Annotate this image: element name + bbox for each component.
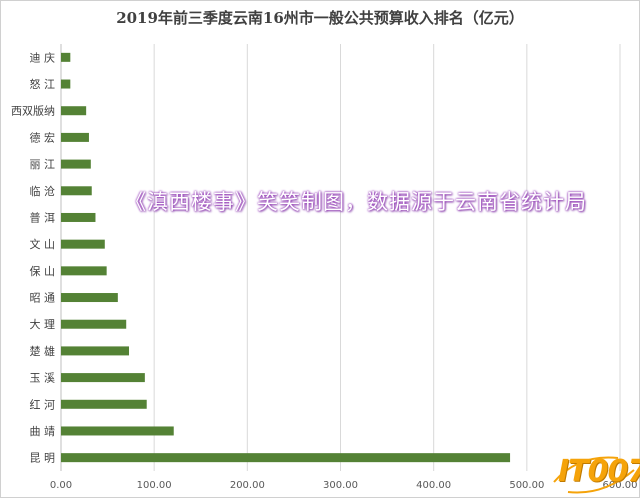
bar <box>61 293 118 303</box>
category-label: 普 洱 <box>30 210 56 224</box>
logo-text: IT007 <box>558 454 640 489</box>
bar <box>61 186 92 196</box>
category-label: 大 理 <box>30 317 56 331</box>
category-label: 丽 江 <box>30 158 56 171</box>
x-tick-labels: 0.00 100.00 200.00 300.00 400.00 500.00 600.00 <box>50 480 638 491</box>
bar <box>61 346 130 356</box>
category-label: 西双版纳 <box>11 104 55 118</box>
bar <box>61 79 71 89</box>
bar <box>61 239 105 249</box>
x-tick-label: 0.00 <box>50 480 72 491</box>
chart-title: 2019年前三季度云南16州市一般公共预算收入排名（亿元） <box>116 9 524 27</box>
category-label: 德 宏 <box>30 130 56 144</box>
bar <box>61 159 91 169</box>
x-tick-label: 200.00 <box>230 480 265 491</box>
bar <box>61 373 145 383</box>
bar <box>61 266 107 276</box>
category-label: 昭 通 <box>30 292 56 305</box>
x-tick-label: 100.00 <box>137 480 172 491</box>
category-label: 迪 庆 <box>30 50 56 64</box>
category-label: 红 河 <box>30 398 56 411</box>
category-label: 曲 靖 <box>30 425 56 438</box>
category-label: 保 山 <box>30 264 56 278</box>
category-label: 临 沧 <box>30 184 56 198</box>
x-tick-label: 400.00 <box>416 480 451 491</box>
category-label: 怒 江 <box>30 77 56 91</box>
bar <box>61 319 127 329</box>
bar <box>61 212 96 222</box>
category-label: 文 山 <box>30 237 56 251</box>
bars <box>61 52 511 463</box>
bar <box>61 453 511 463</box>
category-label: 玉 溪 <box>30 372 56 385</box>
bar <box>61 399 147 409</box>
bar <box>61 132 89 142</box>
bar <box>61 52 71 62</box>
category-label: 楚 雄 <box>30 344 56 358</box>
x-tick-label: 300.00 <box>323 480 358 491</box>
bar <box>61 106 87 116</box>
category-label: 昆 明 <box>30 452 56 465</box>
it007-logo: IT007 <box>548 452 640 496</box>
bar <box>61 426 174 436</box>
x-tick-label: 500.00 <box>509 480 544 491</box>
x-tick-label: 600.00 <box>603 480 638 491</box>
watermark-text: 《滇西楼事》笑笑制图，数据源于云南省统计局 <box>125 190 587 214</box>
